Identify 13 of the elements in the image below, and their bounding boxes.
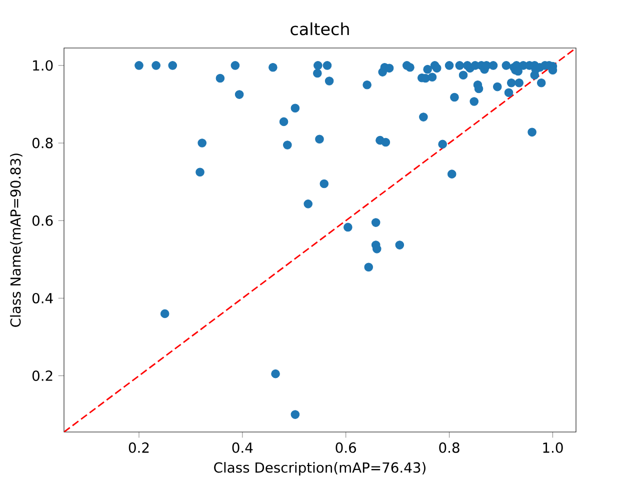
y-tick-label: 1.0 (33, 60, 53, 71)
y-tick-label: 0.6 (32, 215, 53, 226)
x-tick-label: 0.8 (439, 442, 460, 453)
y-tick-label: 0.8 (32, 138, 53, 148)
chart-title: caltech (290, 22, 349, 36)
y-axis-title: Class Name(mAP=90.83) (10, 154, 22, 327)
y-tick-label: 0.2 (32, 370, 52, 381)
x-tick-label: 0.2 (128, 442, 149, 453)
x-axis-title: Class Description(mAP=76.43) (214, 462, 426, 476)
x-tick-label: 0.4 (232, 442, 253, 453)
x-tick-label: 0.6 (336, 442, 356, 453)
y-tick-label: 0.4 (32, 292, 53, 304)
x-tick-label: 1.0 (543, 442, 563, 453)
